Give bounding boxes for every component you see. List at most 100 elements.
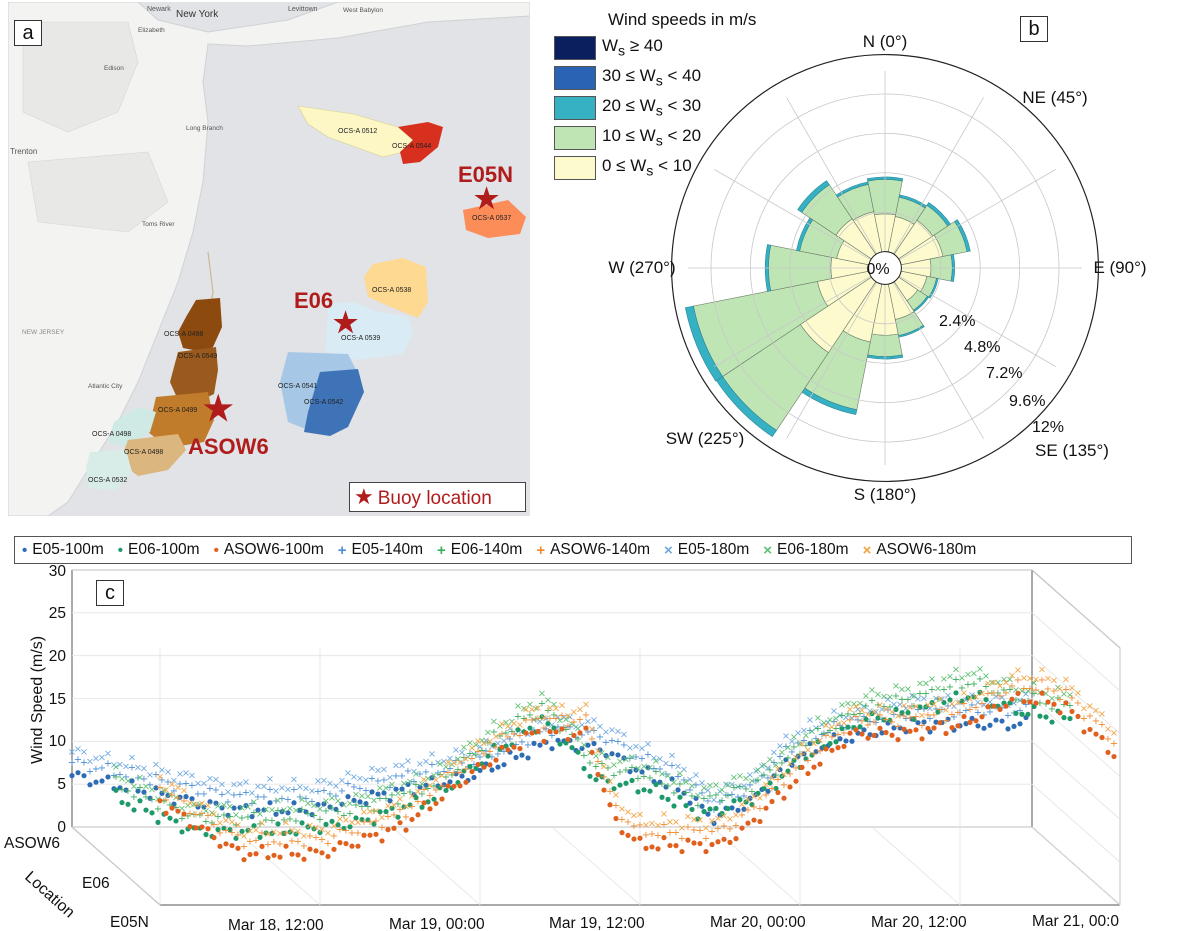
- data-point-e06-140m: +: [352, 800, 360, 811]
- data-point-e06-100m: [1043, 714, 1049, 720]
- rose-sector-20-30: [684, 305, 723, 382]
- data-point-e05-100m: [969, 715, 975, 721]
- data-point-e05-140m: +: [392, 771, 400, 782]
- data-point-e05-140m: +: [884, 705, 892, 716]
- data-point-e06-140m: +: [820, 728, 828, 739]
- data-point-e05-100m: [297, 807, 303, 813]
- data-point-asow6-100m: [847, 730, 853, 736]
- data-point-asow6-140m: +: [1074, 698, 1082, 709]
- data-point-e06-100m: [419, 804, 425, 810]
- data-point-e05-140m: +: [176, 779, 184, 790]
- data-point-e05-180m: ×: [326, 779, 334, 790]
- data-point-e05-140m: +: [1004, 711, 1012, 722]
- data-point-e06-140m: +: [694, 801, 702, 812]
- data-point-asow6-100m: [367, 832, 373, 838]
- data-point-e06-140m: +: [706, 791, 714, 802]
- data-point-e06-180m: ×: [124, 776, 132, 787]
- data-point-e05-140m: +: [116, 770, 124, 781]
- data-point-asow6-100m: [343, 840, 349, 847]
- data-point-e05-180m: ×: [362, 775, 370, 786]
- lease-label: OCS-A 0542: [304, 399, 343, 406]
- data-point-e05-100m: [603, 753, 609, 759]
- data-point-e05-100m: [537, 742, 543, 748]
- data-point-asow6-180m: ×: [678, 823, 686, 834]
- legend-label: Ws ≥ 40: [602, 36, 663, 60]
- data-point-e06-140m: +: [400, 789, 408, 800]
- data-point-e06-180m: ×: [820, 718, 828, 729]
- data-point-e05-100m: [633, 767, 639, 773]
- data-point-asow6-180m: ×: [906, 703, 914, 714]
- data-point-e05-140m: +: [338, 786, 346, 797]
- data-point-asow6-180m: ×: [342, 815, 350, 826]
- data-point-e05-100m: [333, 806, 339, 812]
- data-point-asow6-100m: [361, 832, 367, 838]
- data-point-e05-140m: +: [146, 780, 154, 791]
- data-point-e05-180m: ×: [86, 756, 94, 767]
- data-point-e05-100m: [975, 723, 981, 729]
- data-point-e06-140m: +: [358, 801, 366, 812]
- data-point-e06-140m: +: [622, 765, 630, 776]
- data-point-asow6-180m: ×: [528, 705, 536, 716]
- data-point-e05-180m: ×: [194, 779, 202, 790]
- data-point-asow6-100m: [589, 749, 595, 755]
- rose-sector-20-30: [928, 277, 939, 299]
- data-point-asow6-100m: [433, 800, 439, 807]
- data-point-asow6-140m: +: [1026, 684, 1034, 695]
- data-point-e05-180m: ×: [854, 705, 862, 716]
- lease-label: OCS-A 0532: [88, 477, 127, 484]
- data-point-asow6-180m: ×: [582, 700, 590, 711]
- data-point-asow6-100m: [253, 851, 259, 857]
- data-point-asow6-140m: +: [174, 793, 182, 804]
- data-point-asow6-140m: +: [864, 720, 872, 731]
- data-point-e05-100m: [861, 727, 867, 733]
- data-point-asow6-180m: ×: [1074, 688, 1082, 699]
- data-point-e05-140m: +: [866, 717, 874, 728]
- data-point-e06-100m: [203, 831, 209, 838]
- legend-marker: +: [536, 541, 546, 559]
- dir-label-se: SE (135°): [1035, 441, 1109, 460]
- data-point-e05-100m: [399, 786, 405, 792]
- data-point-e05-140m: +: [926, 714, 934, 725]
- data-point-e05-140m: +: [524, 740, 532, 751]
- legend-item: • ASOW6-100m: [214, 541, 324, 559]
- data-point-asow6-180m: ×: [1056, 684, 1064, 695]
- data-point-e05-140m: +: [578, 730, 586, 741]
- data-point-e06-100m: [737, 797, 743, 803]
- data-point-e06-180m: ×: [226, 801, 234, 812]
- data-point-e05-180m: ×: [830, 706, 838, 717]
- data-point-asow6-100m: [829, 747, 835, 753]
- ring-label: 12%: [1032, 419, 1064, 436]
- buoy-star-icon: ★: [474, 183, 499, 214]
- data-point-e06-180m: ×: [400, 778, 408, 789]
- data-point-e06-180m: ×: [220, 800, 228, 811]
- data-point-e05-140m: +: [212, 785, 220, 796]
- data-point-asow6-100m: [655, 846, 661, 852]
- data-point-asow6-140m: +: [462, 764, 470, 775]
- legend-marker: •: [117, 541, 124, 559]
- data-point-e06-100m: [557, 741, 563, 747]
- ring-label: 2.4%: [939, 313, 975, 330]
- place-label: Elizabeth: [138, 27, 165, 34]
- data-point-e06-140m: +: [334, 807, 342, 818]
- data-point-e06-100m: [707, 806, 713, 812]
- data-point-e05-100m: [627, 769, 633, 775]
- data-point-e05-180m: ×: [788, 737, 796, 748]
- data-point-e06-140m: +: [646, 773, 654, 784]
- buoy-star-icon: ★: [203, 390, 233, 428]
- data-point-asow6-140m: +: [918, 721, 926, 732]
- data-point-asow6-100m: [427, 806, 433, 812]
- data-point-e05-100m: [843, 738, 849, 744]
- x-tick-label: Mar 19, 00:00: [389, 916, 485, 931]
- data-point-asow6-140m: +: [1014, 675, 1022, 686]
- data-point-asow6-100m: [559, 726, 565, 732]
- data-point-e06-140m: +: [748, 786, 756, 797]
- data-point-asow6-100m: [1015, 690, 1021, 696]
- data-point-asow6-100m: [631, 836, 637, 842]
- data-point-asow6-100m: [439, 796, 445, 802]
- data-point-asow6-180m: ×: [282, 818, 290, 829]
- data-point-e05-180m: ×: [806, 715, 814, 726]
- data-point-asow6-180m: ×: [396, 794, 404, 805]
- data-point-asow6-180m: ×: [324, 828, 332, 839]
- data-point-asow6-140m: +: [198, 809, 206, 820]
- data-point-asow6-180m: ×: [186, 798, 194, 809]
